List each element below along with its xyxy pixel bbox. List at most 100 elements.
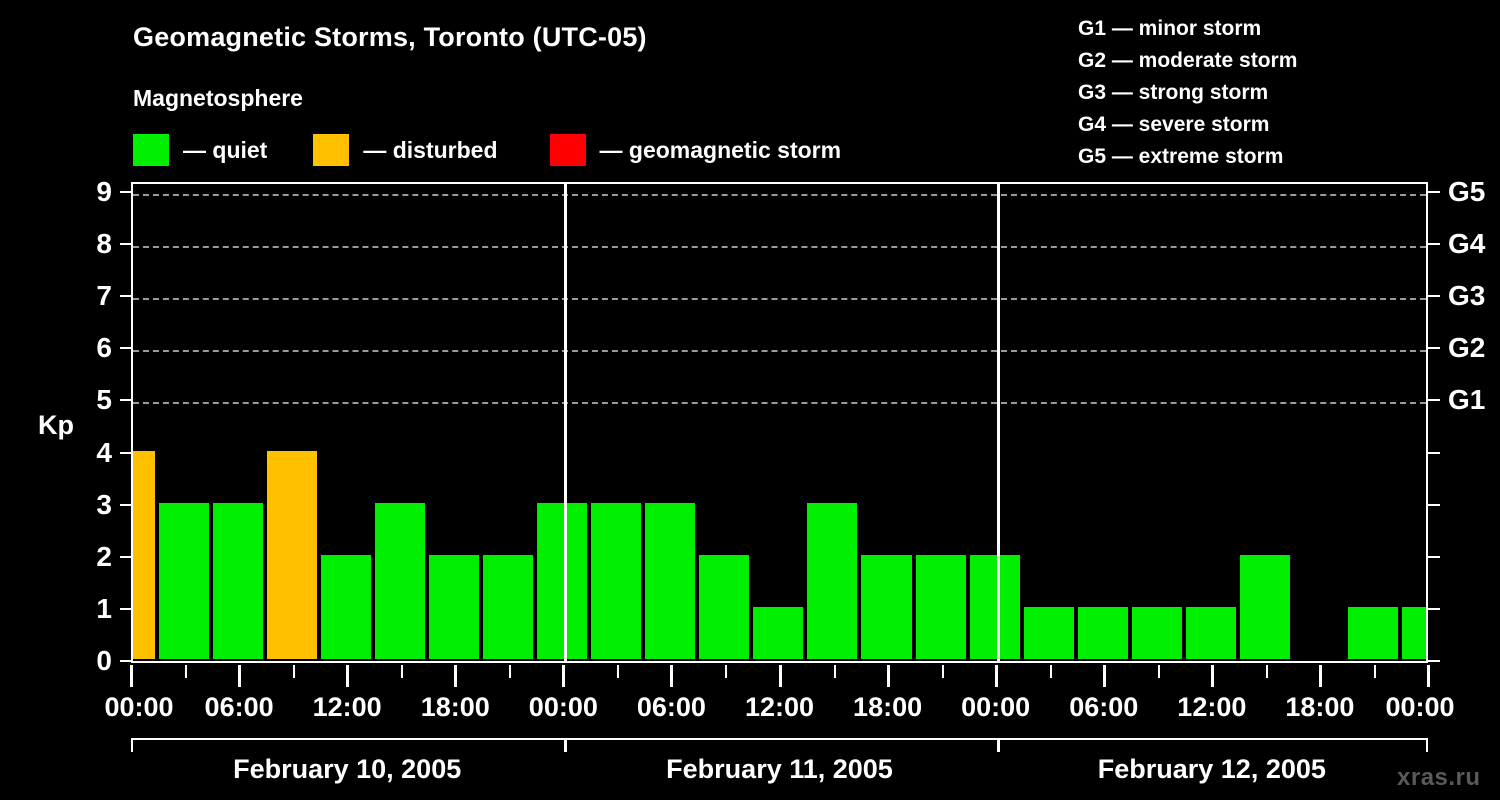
x-tick-hour-6	[238, 665, 242, 687]
y-tick-1	[120, 607, 131, 610]
gridline-kp-9	[133, 194, 1426, 196]
x-tick-label-12: 00:00	[1385, 692, 1455, 722]
y-axis-title: Kp	[38, 410, 74, 440]
legend-label: — geomagnetic storm	[599, 136, 842, 163]
g-tick-label-G4: G4	[1448, 228, 1486, 260]
magnetosphere-label: Magnetosphere	[133, 85, 303, 111]
x-tick-hour-69	[1373, 665, 1376, 678]
y-tick-7	[120, 295, 131, 298]
x-tick-hour-18	[454, 665, 458, 687]
gridline-kp-7	[133, 298, 1426, 301]
bar	[1239, 554, 1290, 659]
y-tick-label-2: 2	[96, 540, 112, 572]
x-tick-hour-45	[941, 665, 944, 678]
x-tick-hour-27	[617, 665, 620, 678]
bar	[375, 502, 426, 659]
bar	[861, 554, 912, 659]
g-scale-line-3: G3 — strong storm	[1078, 81, 1269, 104]
watermark: xras.ru	[1397, 764, 1481, 791]
y-tick-6	[120, 347, 131, 350]
g-tick-label-G2: G2	[1448, 332, 1486, 364]
y-tick-label-1: 1	[96, 592, 112, 624]
y-tick-label-7: 7	[96, 280, 112, 312]
magnetosphere-legend: — quiet — disturbed — geomagnetic storm	[133, 133, 883, 167]
x-tick-hour-54	[1102, 665, 1106, 687]
g-tick-label-G5: G5	[1448, 176, 1486, 207]
right-axis-tick-4	[1428, 451, 1440, 454]
x-tick-label-2: 12:00	[312, 692, 382, 722]
x-tick-hour-36	[778, 665, 782, 687]
y-tick-0	[120, 660, 131, 662]
right-axis-tick-8	[1428, 243, 1440, 246]
g-scale-line-1: G1 — minor storm	[1078, 17, 1262, 40]
bar	[158, 502, 209, 659]
x-tick-hour-30	[670, 665, 674, 687]
bar	[753, 606, 804, 659]
x-tick-hour-12	[346, 665, 350, 687]
x-tick-hour-57	[1157, 665, 1160, 678]
right-axis-tick-9	[1428, 191, 1440, 193]
bar	[321, 554, 372, 659]
day-axis-divider	[996, 740, 1000, 752]
right-axis-tick-3	[1428, 503, 1440, 506]
g-tick-label-G3: G3	[1448, 280, 1486, 312]
right-axis-tick-7	[1428, 295, 1440, 298]
day-separator	[996, 184, 1000, 661]
bar	[969, 554, 1020, 659]
x-tick-label-1: 06:00	[204, 692, 274, 722]
x-tick-label-8: 00:00	[961, 692, 1031, 722]
legend-item-2: — geomagnetic storm	[549, 134, 842, 166]
bar	[537, 502, 588, 659]
bar	[915, 554, 966, 659]
right-axis-tick-2	[1428, 555, 1440, 558]
y-tick-label-4: 4	[96, 436, 112, 468]
legend-item-1: — disturbed	[313, 134, 498, 166]
day-label-1: February 10, 2005	[233, 754, 462, 784]
red-swatch-icon	[549, 134, 586, 166]
bar	[699, 554, 750, 659]
day-axis-bar	[131, 738, 1428, 752]
x-tick-hour-42	[886, 665, 890, 687]
x-tick-hour-9	[293, 665, 296, 678]
right-axis-tick-6	[1428, 347, 1440, 350]
g-scale-legend: G1 — minor storm G2 — moderate storm G3 — …	[1078, 13, 1297, 173]
y-tick-2	[120, 555, 131, 558]
right-axis-tick-0	[1428, 660, 1440, 662]
y-tick-3	[120, 503, 131, 506]
plot-area	[131, 182, 1428, 663]
bar	[483, 554, 534, 659]
x-tick-label-4: 00:00	[528, 692, 598, 722]
bar	[1347, 606, 1398, 659]
y-tick-9	[120, 191, 131, 193]
bar	[429, 554, 480, 659]
gridline-kp-8	[133, 246, 1426, 249]
day-label-2: February 11, 2005	[666, 754, 893, 784]
x-tick-label-7: 18:00	[853, 692, 923, 722]
x-tick-hour-51	[1049, 665, 1052, 678]
x-tick-hour-72	[1427, 665, 1430, 687]
y-tick-8	[120, 243, 131, 246]
y-tick-label-8: 8	[96, 228, 112, 260]
y-tick-label-3: 3	[96, 488, 112, 520]
g-scale-line-4: G4 — severe storm	[1078, 113, 1270, 136]
bar	[645, 502, 696, 659]
x-tick-hour-15	[401, 665, 404, 678]
legend-label: — disturbed	[363, 136, 498, 163]
x-tick-label-11: 18:00	[1285, 692, 1355, 722]
legend-item-0: — quiet	[133, 134, 267, 166]
x-tick-label-3: 18:00	[420, 692, 490, 722]
x-tick-hour-3	[185, 665, 188, 678]
y-tick-label-0: 0	[96, 645, 112, 676]
bar	[1401, 606, 1426, 659]
x-tick-label-10: 12:00	[1177, 692, 1247, 722]
y-tick-4	[120, 451, 131, 454]
right-axis-tick-1	[1428, 607, 1440, 610]
x-tick-hour-21	[509, 665, 512, 678]
legend-label: — quiet	[183, 136, 268, 163]
x-tick-label-5: 06:00	[636, 692, 706, 722]
x-tick-hour-60	[1210, 665, 1214, 687]
bar	[133, 450, 155, 659]
green-swatch-icon	[133, 134, 169, 166]
bar	[807, 502, 858, 659]
bar-series	[133, 184, 1426, 661]
